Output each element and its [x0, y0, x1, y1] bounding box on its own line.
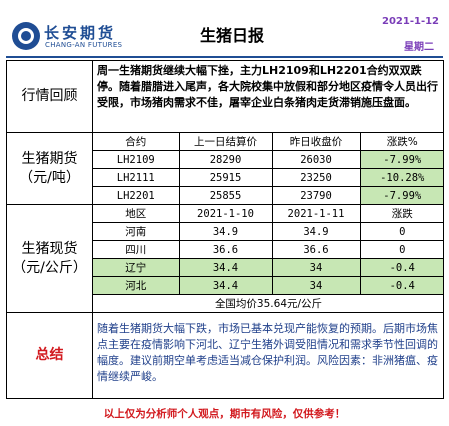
futures-table: 合约 上一日结算价 昨日收盘价 涨跌% LH2109 28290 26030 -… — [93, 133, 444, 204]
futures-col-settle: 上一日结算价 — [178, 133, 273, 151]
spot-table: 地区 2021-1-10 2021-1-11 涨跌 河南 34.9 34.9 0… — [93, 205, 444, 312]
spot-price-last: 34 — [271, 258, 361, 277]
futures-settle: 25915 — [178, 168, 273, 187]
spot-change: -0.4 — [359, 276, 444, 295]
spot-col-region: 地区 — [93, 205, 180, 223]
summary-row: 总结 随着生猪期货大幅下跌，市场已基本兑现产能恢复的预期。后期市场焦点主要在疫情… — [6, 312, 444, 399]
table-row: 河南 34.9 34.9 0 — [93, 222, 444, 241]
summary-label: 总结 — [6, 312, 93, 399]
spot-region: 河南 — [93, 222, 180, 241]
futures-label-line1: 生猪期货 — [21, 150, 78, 167]
futures-label: 生猪期货 （元/吨） — [6, 132, 93, 205]
disclaimer: 以上仅为分析师个人观点，期市有风险，仅供参考！ — [103, 408, 346, 420]
market-review-label: 行情回顾 — [6, 60, 93, 133]
spot-col-change: 涨跌 — [359, 205, 444, 223]
table-row: 四川 36.6 36.6 0 — [93, 240, 444, 259]
futures-change: -10.28% — [359, 168, 444, 187]
spot-label: 生猪现货 （元/公斤） — [6, 204, 93, 313]
spot-label-line1: 生猪现货 — [21, 240, 78, 257]
futures-close: 23250 — [271, 168, 361, 187]
spot-price-last: 34.9 — [271, 222, 361, 241]
header-divider — [6, 56, 443, 58]
futures-change: -7.99% — [359, 186, 444, 204]
spot-price-prev: 34.4 — [178, 258, 273, 277]
table-row: 河北 34.4 34 -0.4 — [93, 276, 444, 295]
futures-contract: LH2109 — [93, 150, 180, 169]
spot-change: 0 — [359, 240, 444, 259]
spot-price-prev: 34.9 — [178, 222, 273, 241]
futures-settle: 25855 — [178, 186, 273, 204]
table-row: 辽宁 34.4 34 -0.4 — [93, 258, 444, 277]
spot-region: 四川 — [93, 240, 180, 259]
spot-label-line2: （元/公斤） — [12, 259, 87, 276]
spot-region: 辽宁 — [93, 258, 180, 277]
market-review-text: 周一生猪期货继续大幅下挫，主力LH2109和LH2201合约双双跌停。随着腊腊进… — [92, 60, 444, 133]
futures-contract: LH2201 — [93, 186, 180, 204]
national-average: 全国均价35.64元/公斤 — [93, 294, 444, 312]
spot-change: -0.4 — [359, 258, 444, 277]
report-table: 行情回顾 周一生猪期货继续大幅下挫，主力LH2109和LH2201合约双双跌停。… — [6, 60, 444, 399]
futures-label-line2: （元/吨） — [19, 169, 80, 186]
report-title: 生猪日报 — [200, 26, 265, 45]
report-date: 2021-1-12 — [382, 16, 440, 27]
futures-col-change: 涨跌% — [359, 133, 444, 151]
report-weekday: 星期二 — [404, 42, 434, 53]
futures-table-cell: 合约 上一日结算价 昨日收盘价 涨跌% LH2109 28290 26030 -… — [92, 132, 444, 205]
futures-contract: LH2111 — [93, 168, 180, 187]
spot-price-last: 34 — [271, 276, 361, 295]
market-review-row: 行情回顾 周一生猪期货继续大幅下挫，主力LH2109和LH2201合约双双跌停。… — [6, 60, 444, 133]
spot-price-prev: 34.4 — [178, 276, 273, 295]
spot-price-last: 36.6 — [271, 240, 361, 259]
spot-col-date1: 2021-1-10 — [178, 205, 273, 223]
futures-header-row: 合约 上一日结算价 昨日收盘价 涨跌% — [93, 133, 444, 151]
summary-text: 随着生猪期货大幅下跌，市场已基本兑现产能恢复的预期。后期市场焦点主要在疫情影响下… — [92, 312, 444, 399]
spot-region: 河北 — [93, 276, 180, 295]
spot-change: 0 — [359, 222, 444, 241]
company-name-en: CHANG-AN FUTURES — [45, 41, 123, 49]
futures-settle: 28290 — [178, 150, 273, 169]
table-row: LH2109 28290 26030 -7.99% — [93, 150, 444, 169]
futures-col-contract: 合约 — [93, 133, 180, 151]
spot-col-date2: 2021-1-11 — [271, 205, 361, 223]
futures-row: 生猪期货 （元/吨） 合约 上一日结算价 昨日收盘价 涨跌% LH2109 28… — [6, 132, 444, 205]
futures-close: 26030 — [271, 150, 361, 169]
national-average-row: 全国均价35.64元/公斤 — [93, 294, 444, 312]
spot-row: 生猪现货 （元/公斤） 地区 2021-1-10 2021-1-11 涨跌 河南… — [6, 204, 444, 313]
spot-price-prev: 36.6 — [178, 240, 273, 259]
company-logo-icon — [12, 22, 40, 50]
table-row: LH2201 25855 23790 -7.99% — [93, 186, 444, 204]
spot-table-cell: 地区 2021-1-10 2021-1-11 涨跌 河南 34.9 34.9 0… — [92, 204, 444, 313]
spot-header-row: 地区 2021-1-10 2021-1-11 涨跌 — [93, 205, 444, 223]
futures-change: -7.99% — [359, 150, 444, 169]
company-name: 长安期货 — [44, 24, 117, 42]
futures-col-close: 昨日收盘价 — [271, 133, 361, 151]
futures-close: 23790 — [271, 186, 361, 204]
table-row: LH2111 25915 23250 -10.28% — [93, 168, 444, 187]
